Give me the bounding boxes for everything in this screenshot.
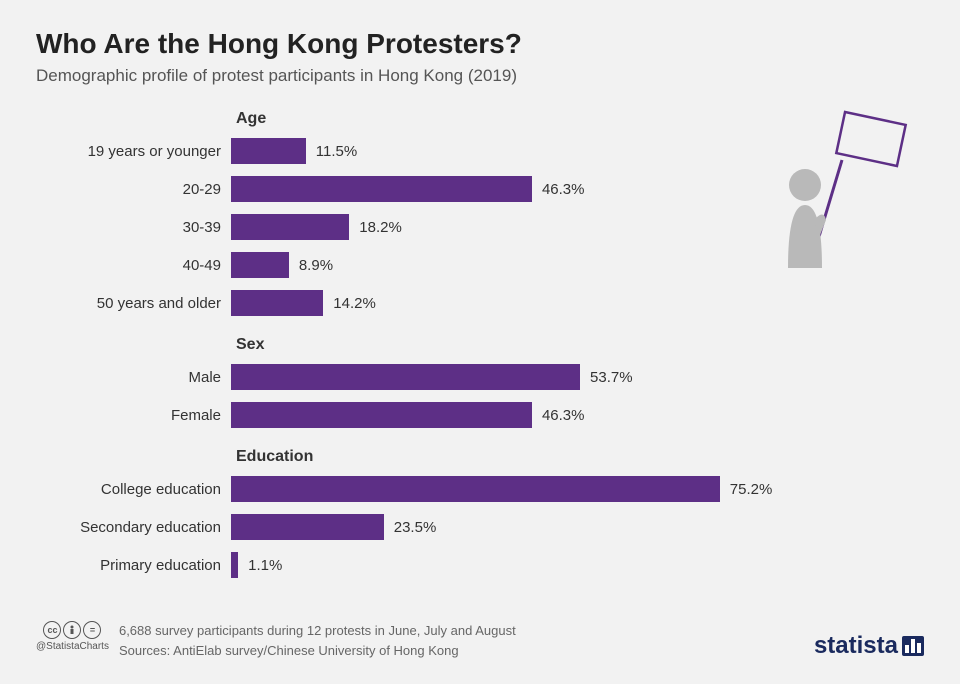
bar-value: 18.2% [359,219,402,236]
bar-label: Secondary education [36,519,231,536]
bar-label: 19 years or younger [36,143,231,160]
bar-label: Primary education [36,557,231,574]
cc-license-icons: cc = @StatistaCharts [36,621,109,652]
group-header: Sex [236,336,924,354]
bar-row: Female 46.3% [36,398,924,432]
bar-label: Male [36,369,231,386]
bar-value: 46.3% [542,407,585,424]
logo-mark-icon [902,636,924,656]
statista-logo: statista [814,632,924,660]
cc-icon: cc [43,621,61,639]
chart-title: Who Are the Hong Kong Protesters? [36,28,924,60]
footer-source: Sources: AntiElab survey/Chinese Univers… [119,641,516,661]
bar [231,290,323,316]
bar-value: 46.3% [542,181,585,198]
bar [231,514,384,540]
cc-handle: @StatistaCharts [36,641,109,652]
bar-value: 23.5% [394,519,437,536]
group-header: Education [236,448,924,466]
bar-value: 75.2% [730,481,773,498]
protester-icon [770,110,910,275]
bar-label: College education [36,481,231,498]
logo-text: statista [814,632,898,660]
by-icon [63,621,81,639]
bar-label: 40-49 [36,257,231,274]
bar-row: College education 75.2% [36,472,924,506]
bar [231,402,532,428]
bar-track: 23.5% [231,514,924,540]
bar-track: 75.2% [231,476,924,502]
bar-row: 50 years and older 14.2% [36,286,924,320]
bar-label: 20-29 [36,181,231,198]
bar-track: 1.1% [231,552,924,578]
bar [231,476,720,502]
footer-text: 6,688 survey participants during 12 prot… [119,621,516,660]
chart-subtitle: Demographic profile of protest participa… [36,66,924,86]
bar-value: 11.5% [316,143,357,160]
bar-label: Female [36,407,231,424]
bar-value: 53.7% [590,369,633,386]
bar-value: 8.9% [299,257,333,274]
bar-track: 14.2% [231,290,924,316]
bar-value: 1.1% [248,557,282,574]
bar-track: 53.7% [231,364,924,390]
bar-label: 50 years and older [36,295,231,312]
bar-track: 46.3% [231,402,924,428]
nd-icon: = [83,621,101,639]
bar [231,214,349,240]
bar-row: Primary education 1.1% [36,548,924,582]
footer-left: cc = @StatistaCharts 6,688 survey partic… [36,621,516,660]
bar [231,252,289,278]
bar-label: 30-39 [36,219,231,236]
bar-row: Male 53.7% [36,360,924,394]
footer-note: 6,688 survey participants during 12 prot… [119,621,516,641]
bar-row: Secondary education 23.5% [36,510,924,544]
bar [231,552,238,578]
bar [231,176,532,202]
bar-value: 14.2% [333,295,376,312]
bar [231,364,580,390]
bar [231,138,306,164]
chart-footer: cc = @StatistaCharts 6,688 survey partic… [36,621,924,660]
